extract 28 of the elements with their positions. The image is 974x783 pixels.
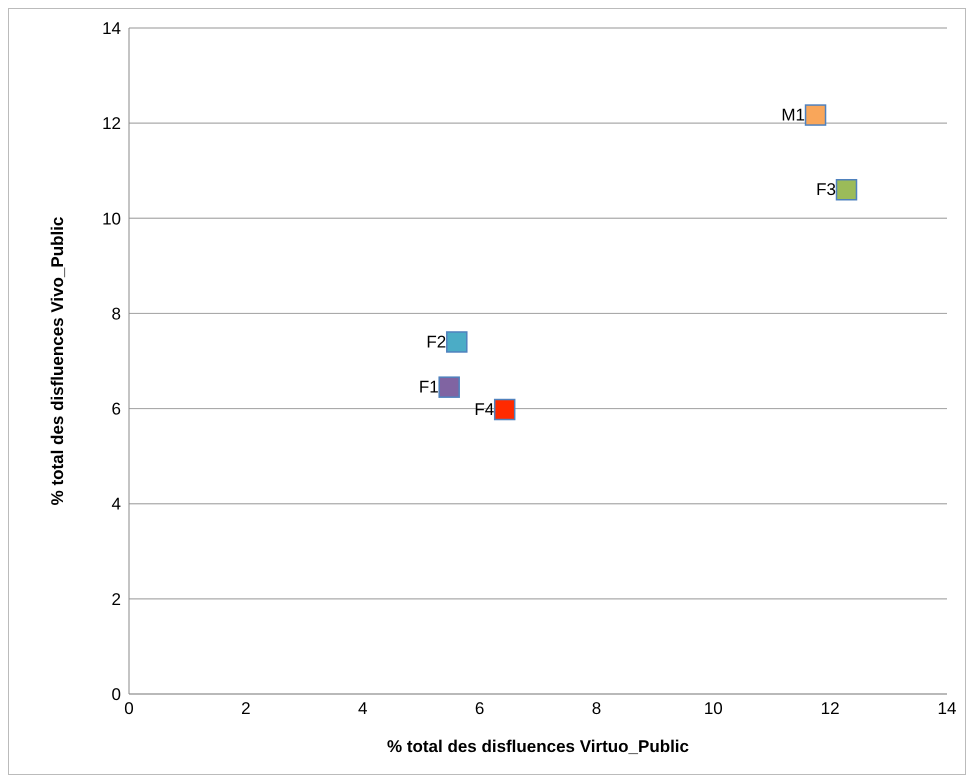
- series-label: F1: [418, 378, 439, 397]
- y-axis-title: % total des disfluences Vivo_Public: [48, 216, 68, 506]
- y-tick-label: 8: [112, 304, 121, 324]
- y-tick-label: 12: [102, 114, 121, 134]
- x-tick-label: 12: [820, 699, 840, 718]
- x-tick-label: 14: [938, 699, 956, 718]
- point: [836, 178, 858, 200]
- y-tick-label: 4: [112, 494, 121, 514]
- y-tick-label: 0: [112, 685, 121, 704]
- series-label: F3: [816, 180, 836, 200]
- x-tick-label: 2: [241, 699, 251, 718]
- point: [446, 331, 468, 353]
- x-tick-label: 0: [124, 699, 134, 718]
- x-tick-label: 10: [704, 699, 723, 718]
- x-tick-label: 4: [358, 699, 368, 718]
- y-tick-label: 14: [102, 19, 121, 38]
- y-tick-label: 2: [112, 590, 121, 609]
- x-tick-label: 8: [592, 699, 602, 718]
- series-label: M1: [781, 106, 806, 125]
- point: [804, 104, 826, 126]
- point: [438, 376, 460, 398]
- series-label: F4: [474, 400, 494, 420]
- x-tick-label: 6: [474, 699, 484, 718]
- point: [494, 398, 516, 420]
- y-tick-label: 6: [112, 400, 121, 419]
- y-tick-label: 10: [102, 209, 121, 228]
- series-label: F2: [426, 332, 446, 352]
- x-axis-title: % total des disfluences Virtuo_Public: [387, 737, 689, 756]
